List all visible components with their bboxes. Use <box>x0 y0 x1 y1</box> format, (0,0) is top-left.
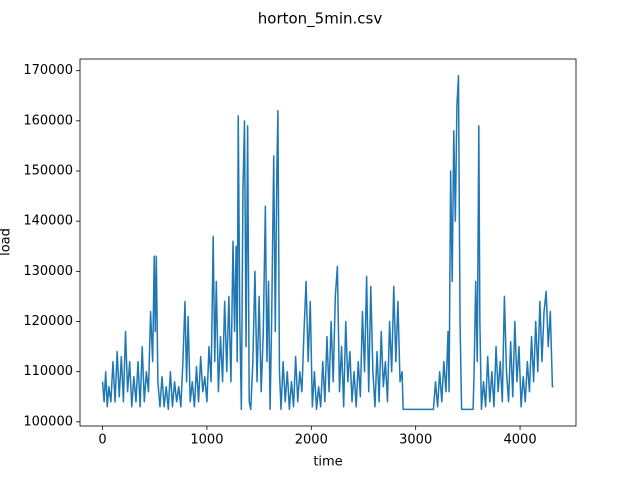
y-tick-label: 150000 <box>23 164 73 179</box>
y-tick-label: 100000 <box>23 414 73 429</box>
x-tick-label: 0 <box>98 433 106 448</box>
y-tick-label: 160000 <box>23 113 73 128</box>
y-tick-label: 120000 <box>23 314 73 329</box>
y-tick-label: 170000 <box>23 63 73 78</box>
x-axis-label: time <box>313 455 342 470</box>
x-tick-label: 3000 <box>399 433 432 448</box>
plot-frame <box>79 58 577 427</box>
y-tick-label: 140000 <box>23 214 73 229</box>
y-tick-label: 130000 <box>23 264 73 279</box>
chart-title: horton_5min.csv <box>258 10 383 29</box>
x-tick-label: 2000 <box>295 433 328 448</box>
y-tick-label: 110000 <box>23 364 73 379</box>
y-axis-label: load <box>0 228 14 256</box>
data-line <box>101 74 554 411</box>
x-tick-label: 4000 <box>504 433 537 448</box>
x-tick-label: 1000 <box>190 433 223 448</box>
